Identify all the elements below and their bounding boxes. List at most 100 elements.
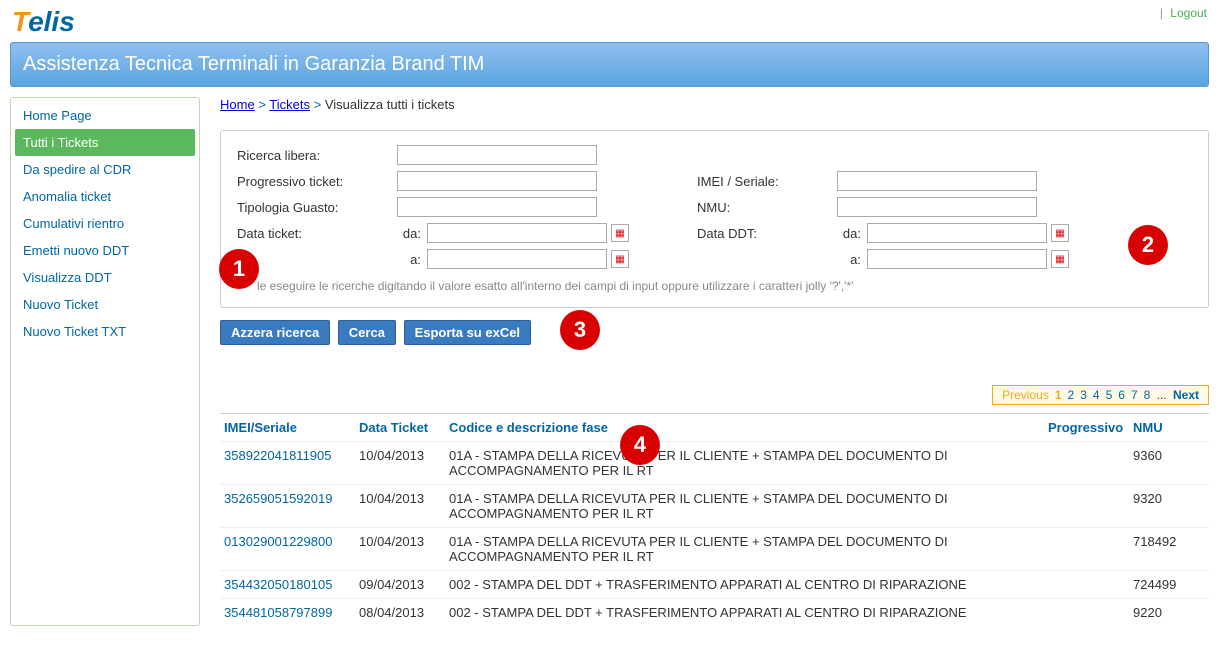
pager-page[interactable]: 8 [1144,388,1151,402]
annotation-1: 1 [219,249,259,289]
logo-text: elis [28,6,75,37]
cell-data: 10/04/2013 [355,485,445,528]
sidebar-item[interactable]: Tutti i Tickets [15,129,195,156]
logo-accent: T [12,6,28,37]
cell-nmu: 9360 [1129,442,1209,485]
pager-page[interactable]: 3 [1080,388,1087,402]
separator: | [1160,6,1163,20]
sidebar: Home PageTutti i TicketsDa spedire al CD… [10,97,200,626]
logout-link[interactable]: Logout [1170,6,1207,20]
cell-nmu: 9220 [1129,599,1209,627]
input-progressivo[interactable] [397,171,597,191]
cell-data: 10/04/2013 [355,528,445,571]
pager-page[interactable]: 1 [1055,388,1062,402]
cell-data: 08/04/2013 [355,599,445,627]
cell-progressivo [1044,485,1129,528]
annotation-2: 2 [1128,225,1168,265]
pager-previous[interactable]: Previous [1002,388,1049,402]
table-row: 352659051592019 10/04/201301A - STAMPA DE… [220,485,1209,528]
filter-hint: le eseguire le ricerche digitando il val… [257,279,1192,293]
results-panel: Previous12345678 ... Next 4 IMEI/Seriale… [220,385,1209,626]
th-nmu[interactable]: NMU [1129,414,1209,442]
cell-data: 10/04/2013 [355,442,445,485]
sidebar-item[interactable]: Nuovo Ticket [15,291,195,318]
label-data-ddt: Data DDT: [697,226,837,241]
imei-link[interactable]: 354481058797899 [224,605,332,620]
th-imei[interactable]: IMEI/Seriale [220,414,355,442]
pager-page[interactable]: 2 [1068,388,1075,402]
label-a: a: [837,252,867,267]
cell-progressivo [1044,442,1129,485]
breadcrumb-sep: > [314,97,322,112]
pager-page[interactable]: 7 [1131,388,1138,402]
sidebar-item[interactable]: Anomalia ticket [15,183,195,210]
sidebar-item[interactable]: Visualizza DDT [15,264,195,291]
cell-fase: 01A - STAMPA DELLA RICEVUTA PER IL CLIEN… [445,442,1044,485]
input-data-ticket-da[interactable] [427,223,607,243]
imei-link[interactable]: 352659051592019 [224,491,332,506]
table-row: 35448105879789908/04/2013002 - STAMPA DE… [220,599,1209,627]
sidebar-item[interactable]: Cumulativi rientro [15,210,195,237]
calendar-icon[interactable]: ▦ [1051,250,1069,268]
cell-fase: 01A - STAMPA DELLA RICEVUTA PER IL CLIEN… [445,528,1044,571]
input-data-ticket-a[interactable] [427,249,607,269]
sidebar-item[interactable]: Nuovo Ticket TXT [15,318,195,345]
page-title: Assistenza Tecnica Terminali in Garanzia… [10,42,1209,87]
input-data-ddt-a[interactable] [867,249,1047,269]
pager-page[interactable]: 4 [1093,388,1100,402]
calendar-icon[interactable]: ▦ [1051,224,1069,242]
sidebar-item[interactable]: Emetti nuovo DDT [15,237,195,264]
tickets-table: IMEI/Seriale Data Ticket Codice e descri… [220,413,1209,626]
breadcrumb-home[interactable]: Home [220,97,255,112]
input-nmu[interactable] [837,197,1037,217]
input-imei[interactable] [837,171,1037,191]
input-tipologia[interactable] [397,197,597,217]
label-a: a: [397,252,427,267]
th-progressivo[interactable]: Progressivo [1044,414,1129,442]
imei-link[interactable]: 354432050180105 [224,577,332,592]
label-imei: IMEI / Seriale: [697,174,837,189]
filter-panel: 1 2 Ricerca libera: Progressivo ticket: … [220,130,1209,308]
annotation-4: 4 [620,425,660,465]
sidebar-item[interactable]: Home Page [15,102,195,129]
cell-progressivo [1044,599,1129,627]
pager-page[interactable]: 5 [1106,388,1113,402]
cell-nmu: 718492 [1129,528,1209,571]
cell-progressivo [1044,571,1129,599]
label-da: da: [397,226,427,241]
label-tipologia: Tipologia Guasto: [237,200,397,215]
label-ricerca-libera: Ricerca libera: [237,148,397,163]
pager-page[interactable]: 6 [1118,388,1125,402]
pager-next[interactable]: Next [1173,388,1199,402]
cell-data: 09/04/2013 [355,571,445,599]
table-row: 358922041811905 10/04/201301A - STAMPA DE… [220,442,1209,485]
logo: Telis [12,6,75,38]
cerca-button[interactable]: Cerca [338,320,396,345]
label-nmu: NMU: [697,200,837,215]
azzera-button[interactable]: Azzera ricerca [220,320,330,345]
sidebar-item[interactable]: Da spedire al CDR [15,156,195,183]
breadcrumb: Home > Tickets > Visualizza tutti i tick… [220,97,1209,112]
th-fase[interactable]: Codice e descrizione fase [445,414,1044,442]
calendar-icon[interactable]: ▦ [611,250,629,268]
annotation-3: 3 [560,310,600,350]
input-data-ddt-da[interactable] [867,223,1047,243]
cell-nmu: 724499 [1129,571,1209,599]
breadcrumb-current: Visualizza tutti i tickets [325,97,455,112]
th-data[interactable]: Data Ticket [355,414,445,442]
pager-ellipsis: ... [1153,388,1170,402]
table-row: 013029001229800 10/04/201301A - STAMPA DE… [220,528,1209,571]
table-row: 354432050180105 09/04/2013002 - STAMPA DE… [220,571,1209,599]
imei-link[interactable]: 358922041811905 [224,448,332,463]
pager: Previous 12345678 ... Next [992,385,1209,405]
input-ricerca-libera[interactable] [397,145,597,165]
cell-fase: 01A - STAMPA DELLA RICEVUTA PER IL CLIEN… [445,485,1044,528]
label-da: da: [837,226,867,241]
cell-fase: 002 - STAMPA DEL DDT + TRASFERIMENTO APP… [445,571,1044,599]
esporta-button[interactable]: Esporta su exCel [404,320,532,345]
imei-link[interactable]: 013029001229800 [224,534,332,549]
calendar-icon[interactable]: ▦ [611,224,629,242]
breadcrumb-tickets[interactable]: Tickets [269,97,310,112]
cell-progressivo [1044,528,1129,571]
user-links: | Logout [1156,6,1207,20]
